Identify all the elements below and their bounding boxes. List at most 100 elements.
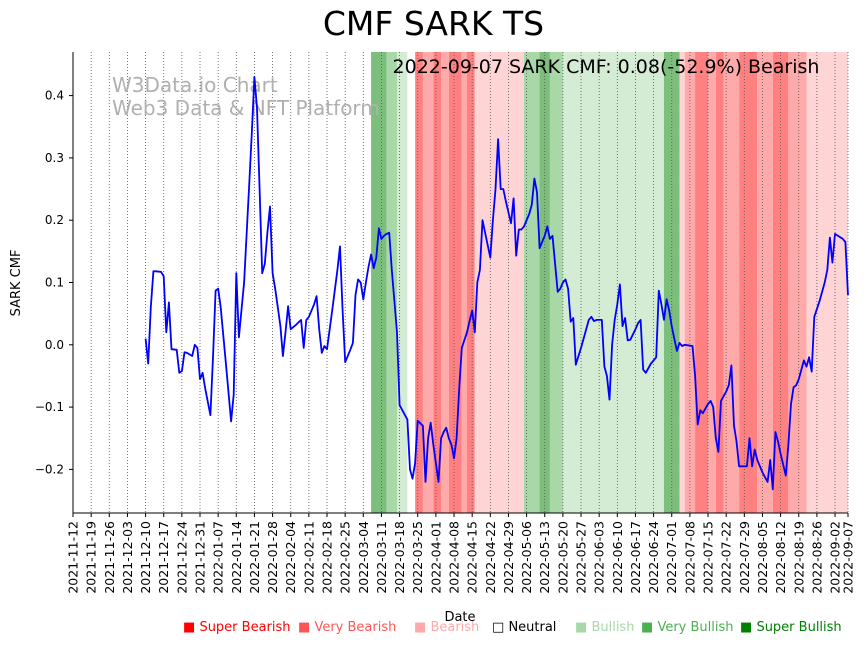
band-bearish <box>788 52 807 513</box>
x-tick-label: 2022-07-22 <box>719 521 734 594</box>
signal-bands <box>371 52 848 513</box>
band-weak_bearish <box>679 52 685 513</box>
band-bearish <box>708 52 716 513</box>
band-bearish <box>461 52 467 513</box>
x-tick-label: 2021-11-19 <box>84 521 99 594</box>
y-tick-label: −0.2 <box>35 462 64 476</box>
band-very_bearish <box>739 52 758 513</box>
x-tick-label: 2022-04-22 <box>483 521 498 594</box>
x-tick-label: 2022-02-11 <box>301 521 316 594</box>
x-tick-label: 2022-07-01 <box>664 521 679 594</box>
x-tick-label: 2022-05-13 <box>537 521 552 594</box>
x-tick-label: 2021-12-10 <box>138 521 153 594</box>
chart-title: CMF SARK TS <box>322 4 545 43</box>
x-tick-label: 2022-04-01 <box>428 521 443 594</box>
watermark-line2: Web3 Data & NFT Platform <box>112 96 380 120</box>
legend-swatch-icon: ■ <box>414 620 427 635</box>
x-tick-label: 2022-01-21 <box>247 521 262 594</box>
legend-swatch-icon: ■ <box>298 620 311 635</box>
x-tick-label: 2022-02-25 <box>338 521 353 594</box>
x-tick-label: 2022-07-15 <box>701 521 716 594</box>
watermark-line1: W3Data.io Chart <box>112 73 278 97</box>
band-bearish <box>723 52 740 513</box>
legend-bullish: ■ Bullish <box>575 620 635 635</box>
band-weak_bearish <box>474 52 525 513</box>
band-weak_bearish <box>806 52 848 513</box>
x-tick-label: 2022-05-06 <box>519 521 534 594</box>
band-very_bearish <box>415 52 423 513</box>
x-tick-label: 2022-06-17 <box>628 521 643 594</box>
x-tick-label: 2021-12-31 <box>193 521 208 594</box>
x-tick-label: 2022-01-07 <box>211 521 226 594</box>
band-very_bullish <box>371 52 387 513</box>
band-weak_bullish <box>562 52 664 513</box>
x-tick-label: 2022-06-03 <box>592 521 607 594</box>
x-tick-label: 2022-02-18 <box>320 521 335 594</box>
band-very_bearish <box>772 52 789 513</box>
band-bullish <box>524 52 540 513</box>
x-axis-label: Date <box>444 610 475 625</box>
x-tick-label: 2022-08-26 <box>809 521 824 594</box>
x-tick-label: 2022-04-29 <box>501 521 516 594</box>
band-very_bullish <box>539 52 550 513</box>
legend-bearish: ■ Bearish <box>414 620 480 635</box>
x-tick-label: 2021-12-03 <box>120 521 135 594</box>
y-axis-label: SARK CMF <box>9 250 24 317</box>
x-tick-label: 2022-03-04 <box>356 521 371 594</box>
x-tick-label: 2022-08-05 <box>755 521 770 594</box>
y-tick-label: 0.2 <box>45 213 64 227</box>
legend-swatch-icon: ■ <box>183 620 196 635</box>
x-tick-label: 2022-03-25 <box>410 521 425 594</box>
band-bearish <box>422 52 434 513</box>
vertical-gridlines <box>72 52 849 513</box>
x-tick-label: 2021-12-24 <box>174 521 189 594</box>
x-tick-label: 2022-01-14 <box>229 521 244 594</box>
x-tick-label: 2021-11-26 <box>102 521 117 594</box>
x-tick-label: 2022-07-08 <box>682 521 697 594</box>
legend-swatch-icon: ■ <box>575 620 588 635</box>
band-bearish <box>684 52 696 513</box>
x-tick-label: 2022-01-28 <box>265 521 280 594</box>
legend-super-bullish: ■ Super Bullish <box>740 620 842 635</box>
x-tick-label: 2022-08-12 <box>773 521 788 594</box>
cmf-series-line <box>144 76 849 491</box>
band-bullish <box>386 52 397 513</box>
band-very_bearish <box>695 52 709 513</box>
legend-very-bullish: ■ Very Bullish <box>641 620 734 635</box>
x-tick-label: 2022-05-27 <box>574 521 589 594</box>
band-weak_bullish <box>396 52 408 513</box>
y-tick-label: 0.1 <box>45 276 64 290</box>
legend-swatch-icon: □ <box>492 620 505 635</box>
x-tick-label: 2022-06-10 <box>610 521 625 594</box>
y-tick-label: 0.3 <box>45 151 64 165</box>
x-tick-label: 2022-09-07 <box>841 521 856 594</box>
latest-value-annotation: 2022-09-07 SARK CMF: 0.08(-52.9%) Bearis… <box>393 56 820 78</box>
band-very_bearish <box>466 52 475 513</box>
band-very_bearish <box>715 52 724 513</box>
x-tick-label: 2022-03-11 <box>374 521 389 594</box>
x-tick-label: 2022-06-24 <box>646 521 661 594</box>
legend-super-bearish: ■ Super Bearish <box>183 620 291 635</box>
x-tick-label: 2022-03-18 <box>392 521 407 594</box>
band-very_bullish <box>663 52 680 513</box>
x-tick-label: 2022-04-08 <box>447 521 462 594</box>
band-very_bearish <box>433 52 442 513</box>
x-tick-label: 2022-02-04 <box>283 521 298 594</box>
legend-neutral: □ Neutral <box>492 620 557 635</box>
legend-swatch-icon: ■ <box>641 620 654 635</box>
x-tick-label: 2021-11-12 <box>66 521 81 594</box>
x-tick-label: 2021-12-17 <box>156 521 171 594</box>
legend-very-bearish: ■ Very Bearish <box>298 620 397 635</box>
legend-swatch-icon: ■ <box>740 620 753 635</box>
y-tick-label: 0.4 <box>45 89 64 103</box>
x-tick-label: 2022-08-19 <box>791 521 806 594</box>
y-tick-label: −0.1 <box>35 400 64 414</box>
x-tick-label: 2022-07-29 <box>737 521 752 594</box>
y-tick-label: 0.0 <box>45 338 64 352</box>
x-tick-label: 2022-04-15 <box>465 521 480 594</box>
x-tick-label: 2022-05-20 <box>555 521 570 594</box>
band-bearish <box>441 52 449 513</box>
band-bearish <box>757 52 773 513</box>
